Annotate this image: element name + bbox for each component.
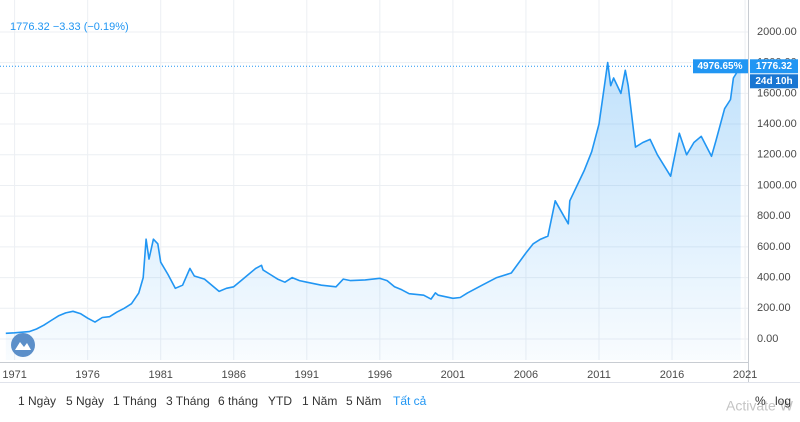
y-tick-label: 0.00 — [757, 333, 778, 345]
line — [5, 61, 742, 335]
countdown-badge — [750, 74, 798, 89]
y-tick-label: 1000.00 — [757, 179, 797, 191]
x-tick-label: 2001 — [441, 369, 465, 381]
scale-button[interactable]: % — [755, 394, 766, 408]
percent-label: 4976.65% — [697, 61, 742, 72]
x-tick-label: 1976 — [75, 369, 99, 381]
y-tick-label: 1400.00 — [757, 118, 797, 130]
y-tick-label: 400.00 — [757, 271, 791, 283]
y-tick-label: 2000.00 — [757, 26, 797, 38]
range-button[interactable]: 5 Năm — [346, 394, 381, 408]
x-tick-label: 2016 — [660, 369, 684, 381]
range-button[interactable]: 3 Tháng — [166, 394, 210, 408]
y-axis: 0.00 200.00 400.00 600.00 800.00 1000.00 1200.… — [757, 26, 797, 345]
y-tick-label: 1600.00 — [757, 87, 797, 99]
y-tick-label: 600.00 — [757, 241, 791, 253]
watermark: Activate W — [726, 398, 794, 414]
price-label: 1776.32 — [756, 61, 793, 72]
y-tick-label: 200.00 — [757, 302, 791, 314]
x-tick-label: 1971 — [2, 369, 26, 381]
x-tick-label: 1986 — [222, 369, 246, 381]
x-tick-label: 2021 — [733, 369, 757, 381]
range-button[interactable]: 1 Ngày — [18, 394, 56, 408]
area — [5, 62, 741, 360]
range-button[interactable]: 1 Năm — [302, 394, 337, 408]
x-tick-label: 1991 — [295, 369, 319, 381]
x-tick-label: 1981 — [148, 369, 172, 381]
y-tick-label: 800.00 — [757, 210, 791, 222]
header: 1776.32 −3.33 (−0.19%) — [10, 21, 129, 33]
scale-button[interactable]: log — [775, 394, 791, 408]
plot — [0, 0, 748, 360]
countdown-label: 24d 10h — [755, 76, 792, 87]
percent-badge — [693, 59, 748, 74]
range-button[interactable]: YTD — [268, 394, 292, 408]
x-tick-label: 1996 — [368, 369, 392, 381]
range-button[interactable]: 6 tháng — [218, 394, 258, 408]
x-tick-label: 2011 — [587, 369, 611, 381]
range-button[interactable]: 5 Ngày — [66, 394, 104, 408]
price-badge — [750, 59, 798, 74]
range-button[interactable]: 1 Tháng — [113, 394, 157, 408]
logo — [11, 333, 35, 357]
x-tick-label: 2006 — [514, 369, 538, 381]
range-button[interactable]: Tất cả — [393, 394, 427, 408]
y-tick-label: 1200.00 — [757, 149, 797, 161]
